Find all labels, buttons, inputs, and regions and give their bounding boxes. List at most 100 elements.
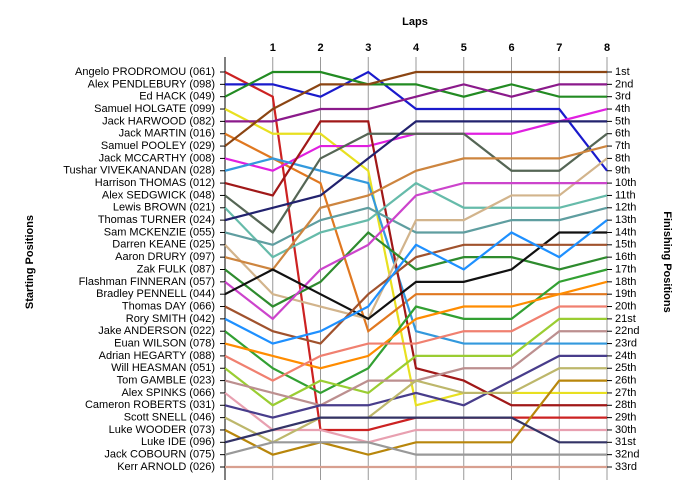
- series-label: Alex PENDLEBURY (098): [88, 78, 215, 90]
- series-label: Will HEASMAN (051): [111, 362, 215, 374]
- driver-line: [224, 144, 608, 271]
- y2-tick-label: 23rd: [615, 337, 637, 349]
- series-label: Jake ANDERSON (022): [98, 325, 215, 337]
- series-label: Jack MARTIN (016): [119, 128, 215, 140]
- x-tick-label: 5: [461, 42, 467, 54]
- y2-tick-label: 31st: [615, 436, 636, 448]
- series-label: Samuel HOLGATE (099): [94, 103, 215, 115]
- driver-line: [224, 280, 608, 370]
- driver-line: [224, 70, 607, 147]
- y2-tick-label: 21st: [615, 313, 636, 325]
- series-label: Harrison THOMAS (012): [95, 177, 215, 189]
- y2-tick-label: 8th: [615, 152, 630, 164]
- driver-line: [224, 416, 607, 444]
- y2-tick-label: 26th: [615, 375, 636, 387]
- y2-tick-label: 3rd: [615, 91, 631, 103]
- x-tick-label: 8: [604, 42, 610, 54]
- series-label: Bradley PENNELL (044): [96, 288, 215, 300]
- y2-tick-label: 19th: [615, 288, 636, 300]
- x-tick-label: 2: [317, 42, 323, 54]
- series-label: Luke IDE (096): [141, 436, 215, 448]
- y2-tick-label: 15th: [615, 239, 636, 251]
- series-label: Jack HARWOOD (082): [102, 115, 215, 127]
- series-label: Tom GAMBLE (023): [117, 375, 215, 387]
- series-label: Luke WOODER (073): [109, 424, 215, 436]
- series-label: Aaron DRURY (097): [115, 251, 215, 263]
- driver-line: [224, 379, 607, 456]
- y2-tick-label: 28th: [615, 399, 636, 411]
- y2-tick-label: 11th: [615, 189, 636, 201]
- series-label: Rory SMITH (042): [126, 313, 215, 325]
- series-label: Tushar VIVEKANANDAN (028): [63, 165, 215, 177]
- chart-title: Laps: [402, 16, 428, 28]
- driver-line: [224, 206, 608, 246]
- driver-line: [224, 70, 607, 98]
- y2-tick-label: 5th: [615, 115, 630, 127]
- series-label: Thomas TURNER (024): [98, 214, 215, 226]
- driver-line: [224, 132, 608, 235]
- y2-tick-label: 25th: [615, 362, 636, 374]
- driver-line: [224, 243, 607, 345]
- y2-tick-label: 20th: [615, 300, 636, 312]
- y2-tick-label: 24th: [615, 350, 636, 362]
- driver-line: [224, 392, 607, 444]
- series-label: Darren KEANE (025): [112, 239, 215, 251]
- series-label: Sam MCKENZIE (055): [104, 226, 215, 238]
- y2-tick-label: 6th: [615, 128, 630, 140]
- series-label: Euan WILSON (078): [114, 337, 215, 349]
- series-label: Jack COBOURN (075): [104, 449, 215, 461]
- driver-line: [224, 230, 608, 308]
- driver-line: [224, 367, 607, 444]
- driver-line: [224, 219, 608, 345]
- driver-line: [224, 120, 607, 407]
- series-label: Angelo PRODROMOU (061): [75, 66, 215, 78]
- x-tick-label: 6: [508, 42, 514, 54]
- y2-tick-label: 13th: [615, 214, 636, 226]
- y2-tick-label: 14th: [615, 226, 636, 238]
- driver-line: [224, 305, 607, 382]
- series-label: Cameron ROBERTS (031): [85, 399, 215, 411]
- y2-tick-label: 16th: [615, 251, 636, 263]
- y2-tick-label: 30th: [615, 424, 636, 436]
- y2-tick-label: 18th: [615, 276, 636, 288]
- driver-line: [224, 354, 607, 419]
- x-tick-label: 4: [413, 42, 420, 54]
- y2-tick-label: 27th: [615, 387, 636, 399]
- series-label: Jack MCCARTHY (008): [99, 152, 215, 164]
- x-tick-label: 7: [556, 42, 562, 54]
- x-tick-label: 1: [270, 42, 276, 54]
- series-label: Kerr ARNOLD (026): [117, 461, 215, 473]
- series-label: Lewis BROWN (021): [113, 202, 215, 214]
- series-label: Ed HACK (049): [139, 91, 215, 103]
- y2-tick-label: 2nd: [615, 78, 633, 90]
- y2-tick-label: 17th: [615, 263, 636, 275]
- driver-line: [224, 108, 607, 407]
- driver-line: [225, 83, 607, 123]
- y2-tick-label: 9th: [615, 165, 630, 177]
- driver-line: [224, 268, 608, 395]
- series-label: Scott SNELL (046): [124, 412, 215, 424]
- y2-tick-label: 1st: [615, 66, 630, 78]
- y2-tick-label: 7th: [615, 140, 630, 152]
- driver-line: [225, 70, 608, 172]
- series-label: Alex SEDGWICK (048): [102, 189, 215, 201]
- series-label: Alex SPINKS (066): [121, 387, 215, 399]
- series-label: Zak FULK (087): [137, 263, 215, 275]
- series-label: Flashman FINNERAN (057): [79, 276, 215, 288]
- y2-tick-label: 4th: [615, 103, 630, 115]
- driver-line: [224, 181, 607, 321]
- series-label: Adrian HEGARTY (088): [99, 350, 215, 362]
- series-label: Samuel POOLEY (029): [101, 140, 215, 152]
- y2-tick-label: 10th: [615, 177, 636, 189]
- y2-tick-label: 32nd: [615, 449, 639, 461]
- y2-tick-label: 22nd: [615, 325, 639, 337]
- x-tick-label: 3: [365, 42, 371, 54]
- y-axis-title: Starting Positions: [24, 215, 36, 309]
- y2-axis-title: Finishing Positions: [661, 211, 673, 312]
- y2-tick-label: 33rd: [615, 461, 637, 473]
- driver-line: [224, 120, 607, 222]
- y2-tick-label: 12th: [615, 202, 636, 214]
- series-label: Thomas DAY (066): [122, 300, 215, 312]
- driver-line: [224, 441, 607, 456]
